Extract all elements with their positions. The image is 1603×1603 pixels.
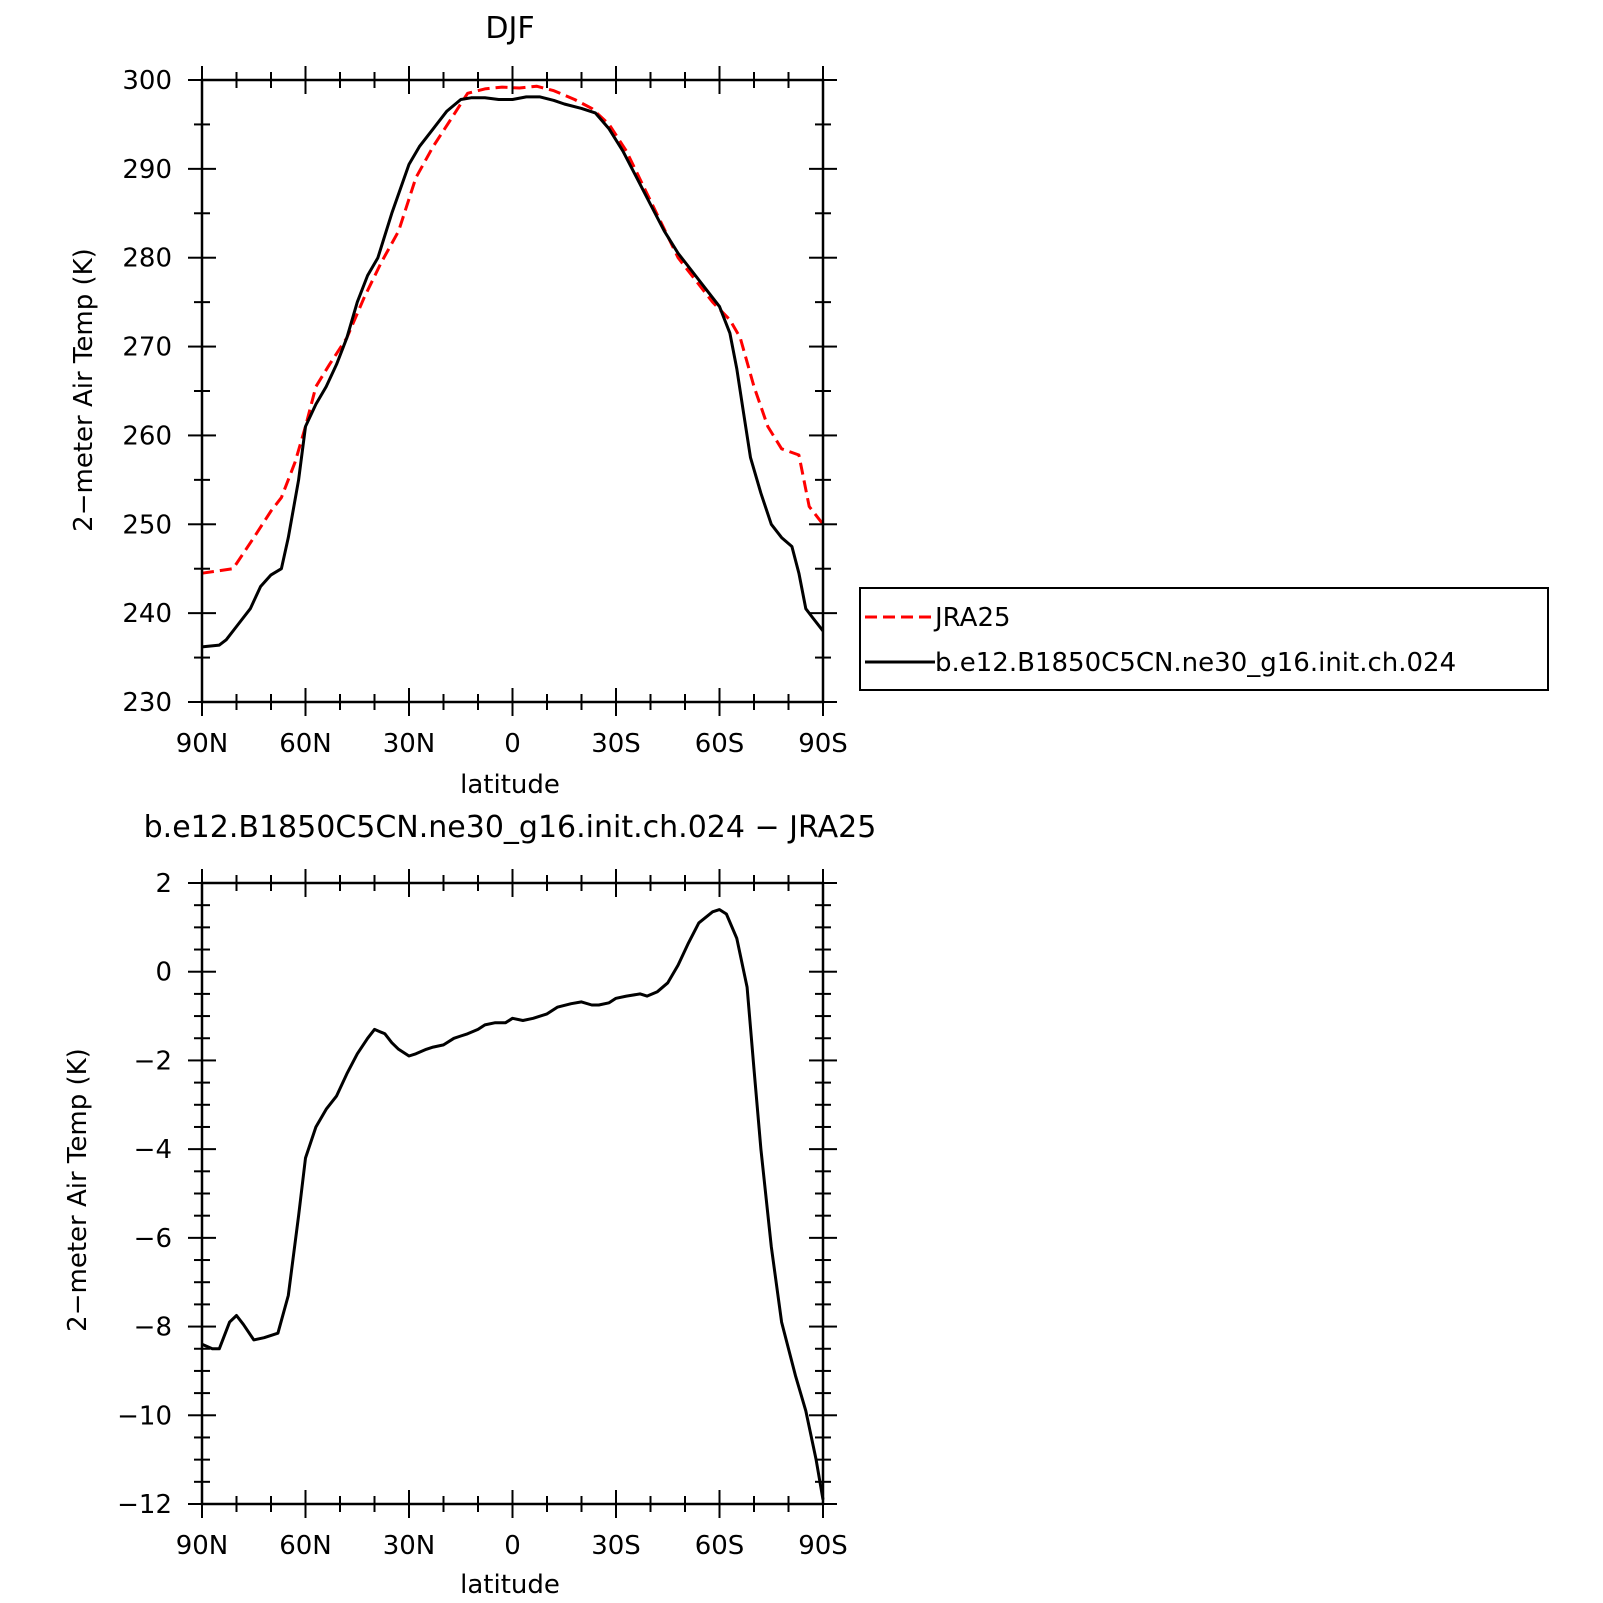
bottom-panel-axes: 90N 60N 30N 0 30S 60S 90S 2 0 −2 −4 −6 −8 −10 −12 bbox=[117, 869, 848, 1561]
y-tick-label: 230 bbox=[122, 688, 172, 718]
bottom-panel-ylabel: 2−meter Air Temp (K) bbox=[63, 1048, 93, 1332]
y-tick-label: −6 bbox=[134, 1224, 172, 1254]
x-tick-label: 0 bbox=[504, 1531, 521, 1561]
plot-frame bbox=[200, 78, 825, 704]
legend-label-model: b.e12.B1850C5CN.ne30_g16.init.ch.024 bbox=[935, 648, 1456, 678]
top-panel-ylabel: 2−meter Air Temp (K) bbox=[69, 248, 99, 532]
y-tick-label: 300 bbox=[122, 66, 172, 96]
y-tick-label: 250 bbox=[122, 510, 172, 540]
series-line-1-0 bbox=[201, 908, 825, 1500]
bottom-panel-xlabel: latitude bbox=[460, 1570, 560, 1600]
x-tick-label: 60S bbox=[695, 729, 745, 759]
y-tick-label: −4 bbox=[134, 1135, 172, 1165]
x-tick-label: 0 bbox=[504, 729, 521, 759]
y-tick-label: −8 bbox=[134, 1313, 172, 1343]
x-tick-label: 30S bbox=[591, 729, 641, 759]
top-panel: DJF 90N 60N 30N 0 30S 60S 90S 300 290 280 270 260 25… bbox=[69, 11, 848, 800]
legend-box bbox=[859, 587, 1549, 691]
x-tick-label: 30S bbox=[591, 1531, 641, 1561]
top-panel-series bbox=[201, 84, 825, 649]
x-tick-label: 60N bbox=[279, 1531, 332, 1561]
x-tick-label: 60S bbox=[695, 1531, 745, 1561]
series-line-0-1 bbox=[201, 95, 825, 649]
legend: JRA25 b.e12.B1850C5CN.ne30_g16.init.ch.0… bbox=[859, 587, 1549, 691]
x-tick-label: 90N bbox=[176, 1531, 229, 1561]
x-tick-label: 30N bbox=[383, 1531, 436, 1561]
plot-frame bbox=[200, 881, 825, 1506]
y-tick-label: −10 bbox=[117, 1401, 172, 1431]
top-panel-title: DJF bbox=[485, 11, 534, 46]
x-tick-label: 90S bbox=[798, 1531, 848, 1561]
top-panel-xlabel: latitude bbox=[460, 770, 560, 800]
x-tick-label: 30N bbox=[383, 729, 436, 759]
x-tick-label: 90S bbox=[798, 729, 848, 759]
x-tick-label: 60N bbox=[279, 729, 332, 759]
y-tick-label: 270 bbox=[122, 333, 172, 363]
y-tick-label: 0 bbox=[155, 958, 172, 988]
bottom-panel: b.e12.B1850C5CN.ne30_g16.init.ch.024 − J… bbox=[63, 810, 876, 1600]
bottom-panel-title: b.e12.B1850C5CN.ne30_g16.init.ch.024 − J… bbox=[144, 810, 877, 845]
y-tick-label: 2 bbox=[155, 869, 172, 899]
bottom-panel-series bbox=[201, 908, 825, 1500]
y-tick-label: 280 bbox=[122, 244, 172, 274]
x-tick-label: 90N bbox=[176, 729, 229, 759]
y-tick-label: 240 bbox=[122, 599, 172, 629]
series-line-0-0 bbox=[201, 84, 825, 575]
y-tick-label: 290 bbox=[122, 155, 172, 185]
legend-label-jra25: JRA25 bbox=[933, 603, 1011, 633]
y-tick-label: −12 bbox=[117, 1490, 172, 1520]
top-panel-axes: 90N 60N 30N 0 30S 60S 90S 300 290 280 270 260 250 240… bbox=[122, 66, 848, 759]
y-tick-label: 260 bbox=[122, 421, 172, 451]
y-tick-label: −2 bbox=[134, 1046, 172, 1076]
